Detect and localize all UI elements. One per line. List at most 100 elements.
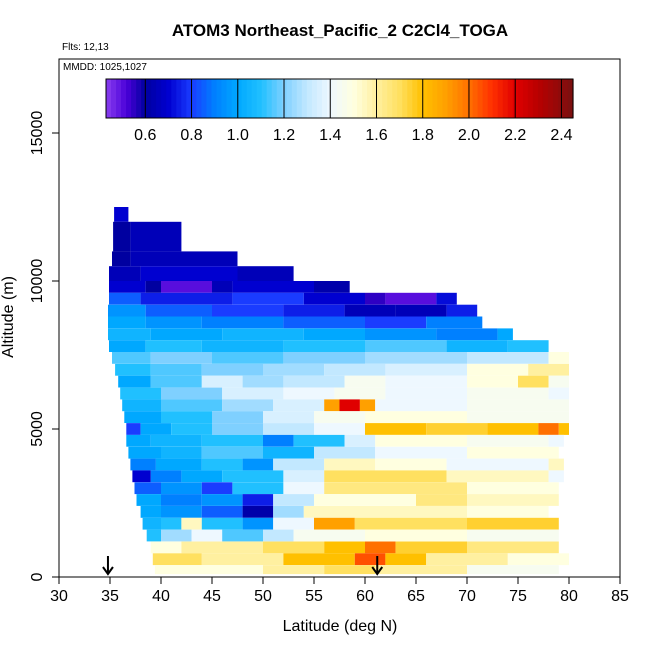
colorbar-swatch [111,79,117,118]
heatmap-cell [426,553,508,566]
heatmap-cell [145,281,161,293]
heatmap-cell [354,553,386,566]
heatmap-cell [365,328,437,341]
heatmap-cell [467,399,569,412]
heatmap-cell [161,411,212,423]
x-tick-label: 55 [305,588,323,605]
colorbar-swatch [161,79,167,118]
heatmap-cell [324,399,340,412]
colorbar-swatch [321,79,328,118]
y-tick-label: 0 [29,572,46,581]
heatmap-cell [365,292,386,305]
heatmap-cell [201,458,243,471]
colorbar-swatch [241,79,248,118]
colorbar-swatch [497,79,504,118]
heatmap-cell [232,281,314,293]
heatmap-cell [467,529,559,542]
heatmap-cell [155,458,202,471]
colorbar-swatch [462,79,469,118]
heatmap-cell [324,363,386,376]
heatmap-cell [467,411,569,423]
heatmap-cell [108,328,151,341]
colorbar-swatch [166,79,172,118]
heatmap-cell [263,434,294,447]
colorbar-tick-label: 1.2 [273,127,295,144]
colorbar-tick-label: 1.8 [412,127,434,144]
heatmap-cell [263,446,314,459]
heatmap-cell [344,304,396,317]
colorbar-swatch [316,79,323,118]
heatmap-cell [446,458,549,471]
heatmap-cell [293,529,365,542]
heatmap-cell [273,517,314,530]
heatmap-cell [161,387,223,400]
colorbar-tick-label: 2.4 [550,127,572,144]
x-axis: 30 35 40 45 50 55 60 65 70 75 80 85 [50,577,629,605]
heatmap-cell [314,281,350,293]
colorbar-swatch [392,79,398,118]
colorbar-swatch [306,79,313,118]
heatmap-cell [385,553,427,566]
colorbar-swatch [387,79,393,118]
heatmap-cell [283,316,365,329]
heatmap-cell [132,470,151,483]
chart-title: ATOM3 Northeast_Pacific_2 C2Cl4_TOGA [172,21,508,40]
heatmap-cell [426,423,488,435]
heatmap-cell [446,470,549,483]
colorbar-swatch [407,79,413,118]
colorbar-swatch [171,79,177,118]
heatmap-cell [273,506,304,518]
heatmap-cell [126,434,151,447]
heatmap-cell [303,328,365,341]
heatmap-cell [109,340,146,352]
heatmap-cell [237,266,294,281]
heatmap-cell [118,375,151,388]
heatmap-cell [161,494,202,506]
heatmap-cell [181,470,223,483]
heatmap-cell [467,482,559,495]
heatmap-cell [548,387,569,400]
heatmap-cell [109,292,141,305]
heatmap-cell [130,458,156,471]
heatmap-cell [126,423,141,435]
heatmap-cell [222,399,274,412]
colorbar-tick-label: 1.0 [227,127,249,144]
heatmap-cell [212,304,284,317]
heatmap-cell [548,470,564,483]
heatmap-cell [467,387,549,400]
colorbar-swatch [552,79,559,118]
x-tick-label: 85 [611,588,629,605]
heatmap-cell [201,375,243,388]
heatmap-cell [446,304,478,317]
heatmap-cell [212,423,263,435]
heatmap-cell [314,423,365,435]
heatmap-cell [324,541,365,554]
colorbar-swatch [522,79,529,118]
heatmap-cell [416,494,467,506]
x-tick-label: 50 [254,588,272,605]
colorbar-swatch [352,79,358,118]
heatmap-cell [109,281,146,293]
heatmap-cell [467,363,529,376]
colorbar-swatch [357,79,363,118]
heatmap-cell [201,506,243,518]
heatmap-cells [108,207,569,575]
heatmap-cell [242,506,274,518]
heatmap-cell [150,541,182,554]
heatmap-cell [385,363,467,376]
colorbar-swatch [186,79,192,118]
heatmap-cell [273,494,314,506]
heatmap-cell [232,292,304,305]
heatmap-cell [242,494,274,506]
colorbar-swatch [442,79,449,118]
heatmap-cell [191,529,223,542]
colorbar-swatch [331,79,338,118]
heatmap-cell [154,565,263,575]
heatmap-cell [365,529,467,542]
heatmap-cell [283,470,325,483]
heatmap-cell [145,340,202,352]
heatmap-cell [150,470,182,483]
heatmap-cell [334,387,386,400]
colorbar-swatch [562,79,569,118]
heatmap-cell [365,352,467,364]
